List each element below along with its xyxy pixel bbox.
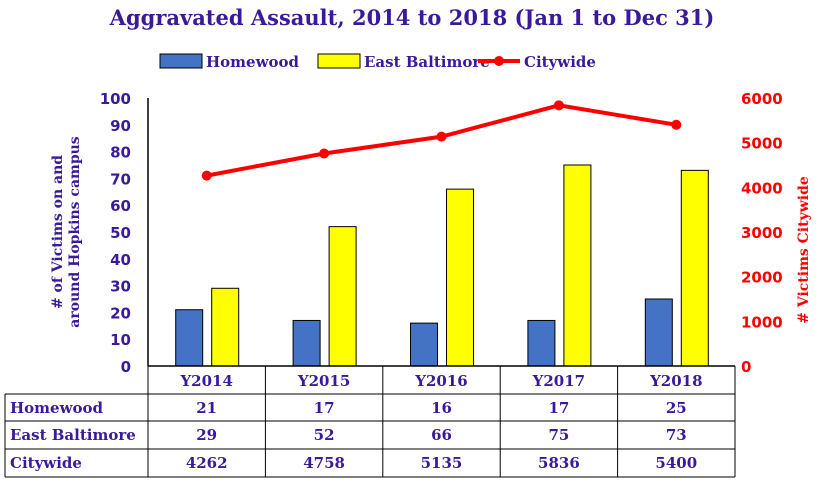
category-label: Y2016 xyxy=(414,372,467,390)
table-cell: 29 xyxy=(196,426,217,444)
right-tick-label: 5000 xyxy=(741,135,783,153)
table-cell: 4262 xyxy=(186,454,228,472)
table-cell: 5836 xyxy=(538,454,580,472)
citywide-point xyxy=(201,170,212,181)
citywide-point xyxy=(319,148,330,159)
bar-homewood xyxy=(410,322,438,367)
legend-label: East Baltimore xyxy=(364,53,490,71)
legend-marker xyxy=(494,56,504,66)
left-tick-label: 10 xyxy=(110,331,131,349)
left-axis: 0 10 20 30 40 50 60 70 80 90 100 # of Victims on an… xyxy=(50,90,149,376)
citywide-point xyxy=(553,100,564,111)
bar-east-baltimore xyxy=(446,188,474,367)
legend: Homewood East Baltimore Citywide xyxy=(159,53,596,71)
table-cell: 17 xyxy=(314,399,335,417)
left-tick-label: 90 xyxy=(110,117,131,135)
legend-swatch xyxy=(317,53,361,69)
left-axis-title: # of Victims on andaround Hopkins campus xyxy=(50,136,83,327)
category-label: Y2018 xyxy=(649,372,702,390)
table-cell: 21 xyxy=(196,399,217,417)
citywide-point xyxy=(671,119,682,130)
left-tick-label: 80 xyxy=(110,144,131,162)
table-cell: 73 xyxy=(666,426,687,444)
table-cell: 17 xyxy=(548,399,569,417)
right-tick-label: 2000 xyxy=(741,269,783,287)
table-row-label: Homewood xyxy=(10,399,104,417)
table-row-label: East Baltimore xyxy=(10,426,136,444)
left-tick-label: 30 xyxy=(110,278,131,296)
table-cell: 25 xyxy=(666,399,687,417)
bar-east-baltimore xyxy=(328,226,357,367)
left-tick-label: 0 xyxy=(121,358,131,376)
table-cell: 66 xyxy=(431,426,452,444)
bars xyxy=(175,164,709,367)
legend-swatch xyxy=(159,53,203,69)
data-table: Y2014 Y2015 Y2016 Y2017 Y2018 Homewood 21 17 16 1… xyxy=(4,365,736,478)
left-tick-label: 70 xyxy=(110,170,131,188)
left-axis-title-line: # of Victims on and xyxy=(50,155,66,309)
category-label: Y2015 xyxy=(297,372,350,390)
table-cell: 75 xyxy=(548,426,569,444)
table-row-label: Citywide xyxy=(10,454,82,472)
bar-homewood xyxy=(527,319,556,367)
bar-east-baltimore xyxy=(211,287,240,367)
table-cell: 4758 xyxy=(303,454,345,472)
legend-label: Citywide xyxy=(524,53,596,71)
bar-homewood xyxy=(175,309,204,367)
bar-homewood xyxy=(292,319,321,367)
right-tick-label: 3000 xyxy=(741,224,783,242)
right-tick-label: 6000 xyxy=(741,90,783,108)
category-label: Y2017 xyxy=(532,372,585,390)
legend-label: Homewood xyxy=(206,53,300,71)
left-tick-label: 60 xyxy=(110,197,131,215)
table-cell: 52 xyxy=(314,426,335,444)
table-cell: 5135 xyxy=(421,454,463,472)
citywide-point xyxy=(436,131,447,142)
citywide-line-series xyxy=(201,100,682,181)
chart-title: Aggravated Assault, 2014 to 2018 (Jan 1 … xyxy=(109,5,715,30)
left-tick-label: 100 xyxy=(100,90,131,108)
right-tick-label: 0 xyxy=(741,358,751,376)
bar-east-baltimore xyxy=(563,164,592,367)
bar-east-baltimore xyxy=(680,169,709,367)
right-axis: 0 1000 2000 3000 4000 5000 6000 # Victims Cityw… xyxy=(741,90,812,376)
table-cell: 16 xyxy=(431,399,452,417)
right-axis-title: # Victims Citywide xyxy=(796,176,812,324)
left-tick-label: 20 xyxy=(110,304,131,322)
right-tick-label: 1000 xyxy=(741,313,783,331)
right-tick-label: 4000 xyxy=(741,179,783,197)
left-tick-label: 40 xyxy=(110,251,131,269)
table-cell: 5400 xyxy=(655,454,697,472)
bar-homewood xyxy=(644,298,673,367)
category-label: Y2014 xyxy=(179,372,232,390)
left-tick-label: 50 xyxy=(110,224,131,242)
left-axis-title-line: around Hopkins campus xyxy=(67,136,83,327)
